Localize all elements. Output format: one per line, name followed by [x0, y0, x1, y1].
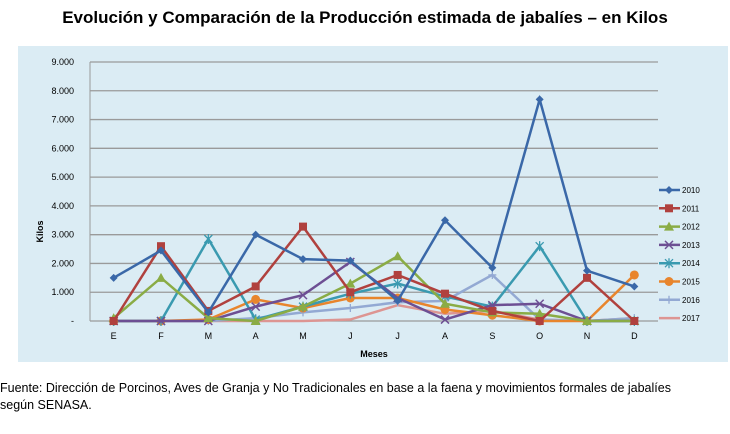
x-tick-label: F: [158, 331, 164, 341]
y-tick-label: 3.000: [51, 230, 74, 240]
y-tick-label: 6.000: [51, 143, 74, 153]
legend-label: 2017: [682, 314, 700, 323]
data-point-2016: [346, 304, 355, 313]
data-point-2012: [440, 298, 450, 308]
data-point-2012: [156, 272, 166, 282]
x-tick-label: E: [111, 331, 117, 341]
data-point-2011: [488, 306, 497, 315]
data-point-2010: [204, 308, 213, 317]
x-axis-label: Meses: [360, 349, 388, 359]
y-tick-label: 5.000: [51, 172, 74, 182]
y-tick-label: -: [71, 316, 74, 326]
data-point-2012: [203, 313, 214, 323]
data-point-2012: [392, 251, 403, 261]
x-tick-label: O: [536, 331, 543, 341]
data-point-2012: [250, 316, 261, 325]
y-tick-label: 7.000: [51, 115, 74, 125]
legend-label: 2013: [682, 241, 700, 250]
legend-label: 2012: [682, 223, 700, 232]
y-tick-label: 2.000: [51, 258, 74, 268]
data-point-2011: [346, 288, 355, 297]
data-point-2011: [393, 270, 402, 279]
data-point-2011: [251, 282, 260, 291]
data-point-2012: [345, 278, 356, 288]
data-point-2013: [156, 316, 166, 326]
legend-label: 2014: [682, 259, 700, 268]
legend-label: 2011: [682, 204, 700, 213]
legend-marker-2013: [664, 240, 674, 250]
legend-marker-2014: [664, 258, 674, 269]
y-tick-label: 4.000: [51, 201, 74, 211]
data-point-2010: [346, 256, 355, 265]
legend-label: 2016: [682, 296, 700, 305]
data-point-2010: [393, 296, 402, 305]
legend-marker-2016: [665, 295, 673, 304]
data-point-2011: [157, 242, 165, 251]
data-point-2013: [535, 299, 545, 309]
data-point-2013: [298, 290, 308, 300]
x-tick-label: S: [489, 331, 495, 341]
legend-marker-2015: [664, 277, 674, 286]
data-point-2013: [251, 302, 261, 312]
data-point-2010: [535, 95, 544, 104]
series-line-2014: [113, 236, 635, 323]
legend-marker-2010: [665, 186, 673, 194]
data-point-2011: [630, 317, 639, 325]
x-tick-label: N: [584, 331, 591, 341]
data-point-2012: [582, 316, 592, 325]
data-point-2016: [488, 270, 497, 279]
data-point-2010: [109, 273, 118, 282]
data-point-2014: [535, 241, 545, 252]
y-tick-label: 9.000: [51, 57, 74, 67]
legend-marker-2011: [665, 204, 673, 213]
data-point-2011: [299, 222, 307, 231]
footnote-line-1: Fuente: Dirección de Porcinos, Aves de G…: [0, 381, 671, 395]
data-point-2011: [535, 317, 544, 325]
data-point-2011: [583, 273, 591, 282]
data-point-2010: [157, 246, 165, 255]
y-axis-label: Kilos: [35, 220, 45, 242]
chart-area: - 1.000 2.000 3.000 4.000 5.000 6.000 7.000 8.00…: [18, 46, 728, 362]
x-tick-label: A: [253, 331, 259, 341]
series-line-2010: [113, 94, 635, 315]
y-tick-label: 1.000: [51, 287, 74, 297]
data-point-2012: [534, 308, 545, 318]
x-tick-label: A: [442, 331, 448, 341]
chart-title: Evolución y Comparación de la Producción…: [62, 8, 668, 27]
y-tick-label: 8.000: [51, 86, 74, 96]
data-point-2010: [630, 282, 639, 291]
x-tick-label: M: [299, 331, 307, 341]
x-tick-label: D: [631, 331, 638, 341]
legend-label: 2010: [682, 186, 700, 195]
data-point-2013: [440, 315, 450, 325]
x-tick-label: J: [395, 331, 400, 341]
data-point-2015: [629, 270, 639, 280]
data-point-2015: [251, 294, 261, 304]
footnote-line-2: según SENASA.: [0, 398, 92, 412]
data-point-2010: [299, 255, 307, 264]
x-tick-label: M: [205, 331, 213, 341]
data-point-2014: [203, 233, 213, 244]
x-tick-label: J: [348, 331, 353, 341]
data-point-2012: [298, 301, 308, 311]
legend-marker-2012: [664, 221, 674, 231]
legend-label: 2015: [682, 278, 700, 287]
line-chart: - 1.000 2.000 3.000 4.000 5.000 6.000 7.000 8.00…: [35, 57, 700, 359]
data-point-2011: [441, 289, 449, 298]
data-point-2011: [109, 317, 118, 325]
data-point-2010: [583, 266, 591, 275]
data-point-2010: [251, 230, 260, 239]
data-point-2010: [488, 263, 497, 272]
data-point-2014: [393, 278, 403, 289]
data-point-2010: [441, 216, 449, 225]
